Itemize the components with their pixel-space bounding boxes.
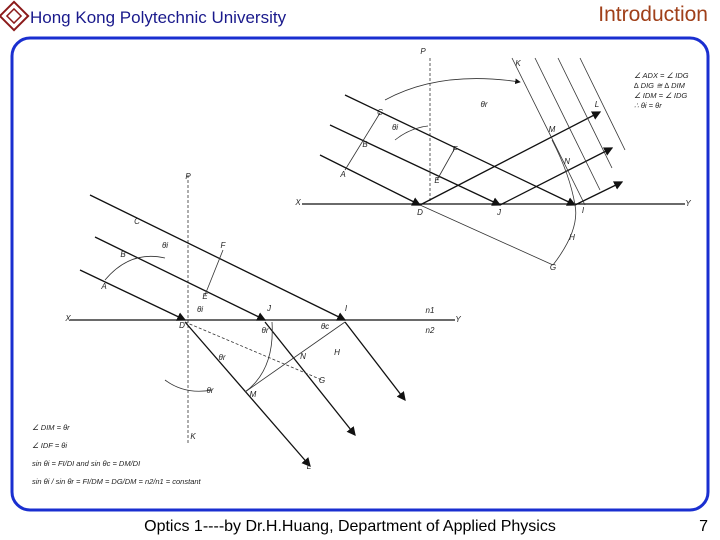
- diagram-label: L: [595, 100, 599, 109]
- diagram-label: I: [345, 304, 348, 313]
- diagram-note: sin θi = FI/DI and sin θc = DM/DI: [32, 459, 140, 468]
- diagram-top: [302, 57, 685, 266]
- diagram-label: L: [307, 462, 311, 471]
- diagram-label: F: [453, 145, 459, 154]
- diagram-label: θi: [197, 305, 203, 314]
- diagram-note: ∠ IDF = θi: [32, 441, 67, 450]
- diagram-label: I: [582, 206, 585, 215]
- diagram-label: E: [434, 176, 440, 185]
- diagram-label: F: [221, 241, 227, 250]
- diagram-note: ∠ DIM = θr: [32, 423, 70, 432]
- diagram-label: M: [250, 390, 257, 399]
- diagram-label: θr: [206, 386, 213, 395]
- institution: Hong Kong Polytechnic University: [30, 8, 287, 27]
- diagram-bottom: [70, 175, 455, 467]
- diagram-note: ∠ IDM = ∠ IDG: [634, 91, 687, 100]
- section-title: Introduction: [598, 3, 708, 26]
- diagram-label: θr: [218, 353, 225, 362]
- diagram-label: B: [362, 140, 368, 149]
- diagram-label: B: [120, 250, 126, 259]
- frame: [10, 36, 710, 512]
- diagram-label: X: [64, 314, 71, 323]
- diagram-label: H: [334, 348, 340, 357]
- diagram-label: A: [100, 282, 106, 291]
- diagram-label: θr: [261, 326, 268, 335]
- diagram-label: θi: [392, 123, 398, 132]
- diagram-label: P: [420, 47, 426, 56]
- diagram-label: N: [564, 157, 570, 166]
- diagram-label: D: [417, 208, 423, 217]
- diagram-label: G: [319, 376, 325, 385]
- diagram-label: A: [339, 170, 345, 179]
- footer-credit: Optics 1----by Dr.H.Huang, Department of…: [144, 518, 556, 535]
- diagram-label: G: [550, 263, 556, 272]
- diagram-label: D: [179, 321, 185, 330]
- diagram-note: ∴ θi = θr: [634, 101, 662, 110]
- diagram-note: sin θi / sin θr = FI/DM = DG/DM = n2/n1 …: [32, 477, 202, 486]
- diagram-label: P: [185, 172, 191, 181]
- page-number: 7: [699, 518, 708, 535]
- diagram-label: M: [549, 125, 556, 134]
- diagram-label: K: [515, 59, 521, 68]
- diagram-label: Y: [685, 199, 691, 208]
- diagram-label: Y: [455, 315, 461, 324]
- diagram-note: ∆ DIG ≅ ∆ DIM: [634, 81, 686, 90]
- diagram-label: C: [377, 108, 383, 117]
- logo: [0, 0, 30, 32]
- diagram-label: C: [134, 217, 140, 226]
- diagram-label: θr: [480, 100, 487, 109]
- diagram-label: X: [294, 198, 301, 207]
- diagram-label: n1: [426, 306, 435, 315]
- diagram-label: K: [190, 432, 196, 441]
- diagram-label: n2: [426, 326, 435, 335]
- diagram-label: θi: [162, 241, 168, 250]
- diagram-label: J: [266, 304, 272, 313]
- diagram-label: θc: [321, 322, 329, 331]
- diagram-label: H: [569, 233, 575, 242]
- diagram-note: ∠ ADX = ∠ IDG: [634, 71, 689, 80]
- diagram-label: E: [202, 292, 208, 301]
- diagram-label: N: [300, 352, 306, 361]
- diagram-label: J: [496, 208, 502, 217]
